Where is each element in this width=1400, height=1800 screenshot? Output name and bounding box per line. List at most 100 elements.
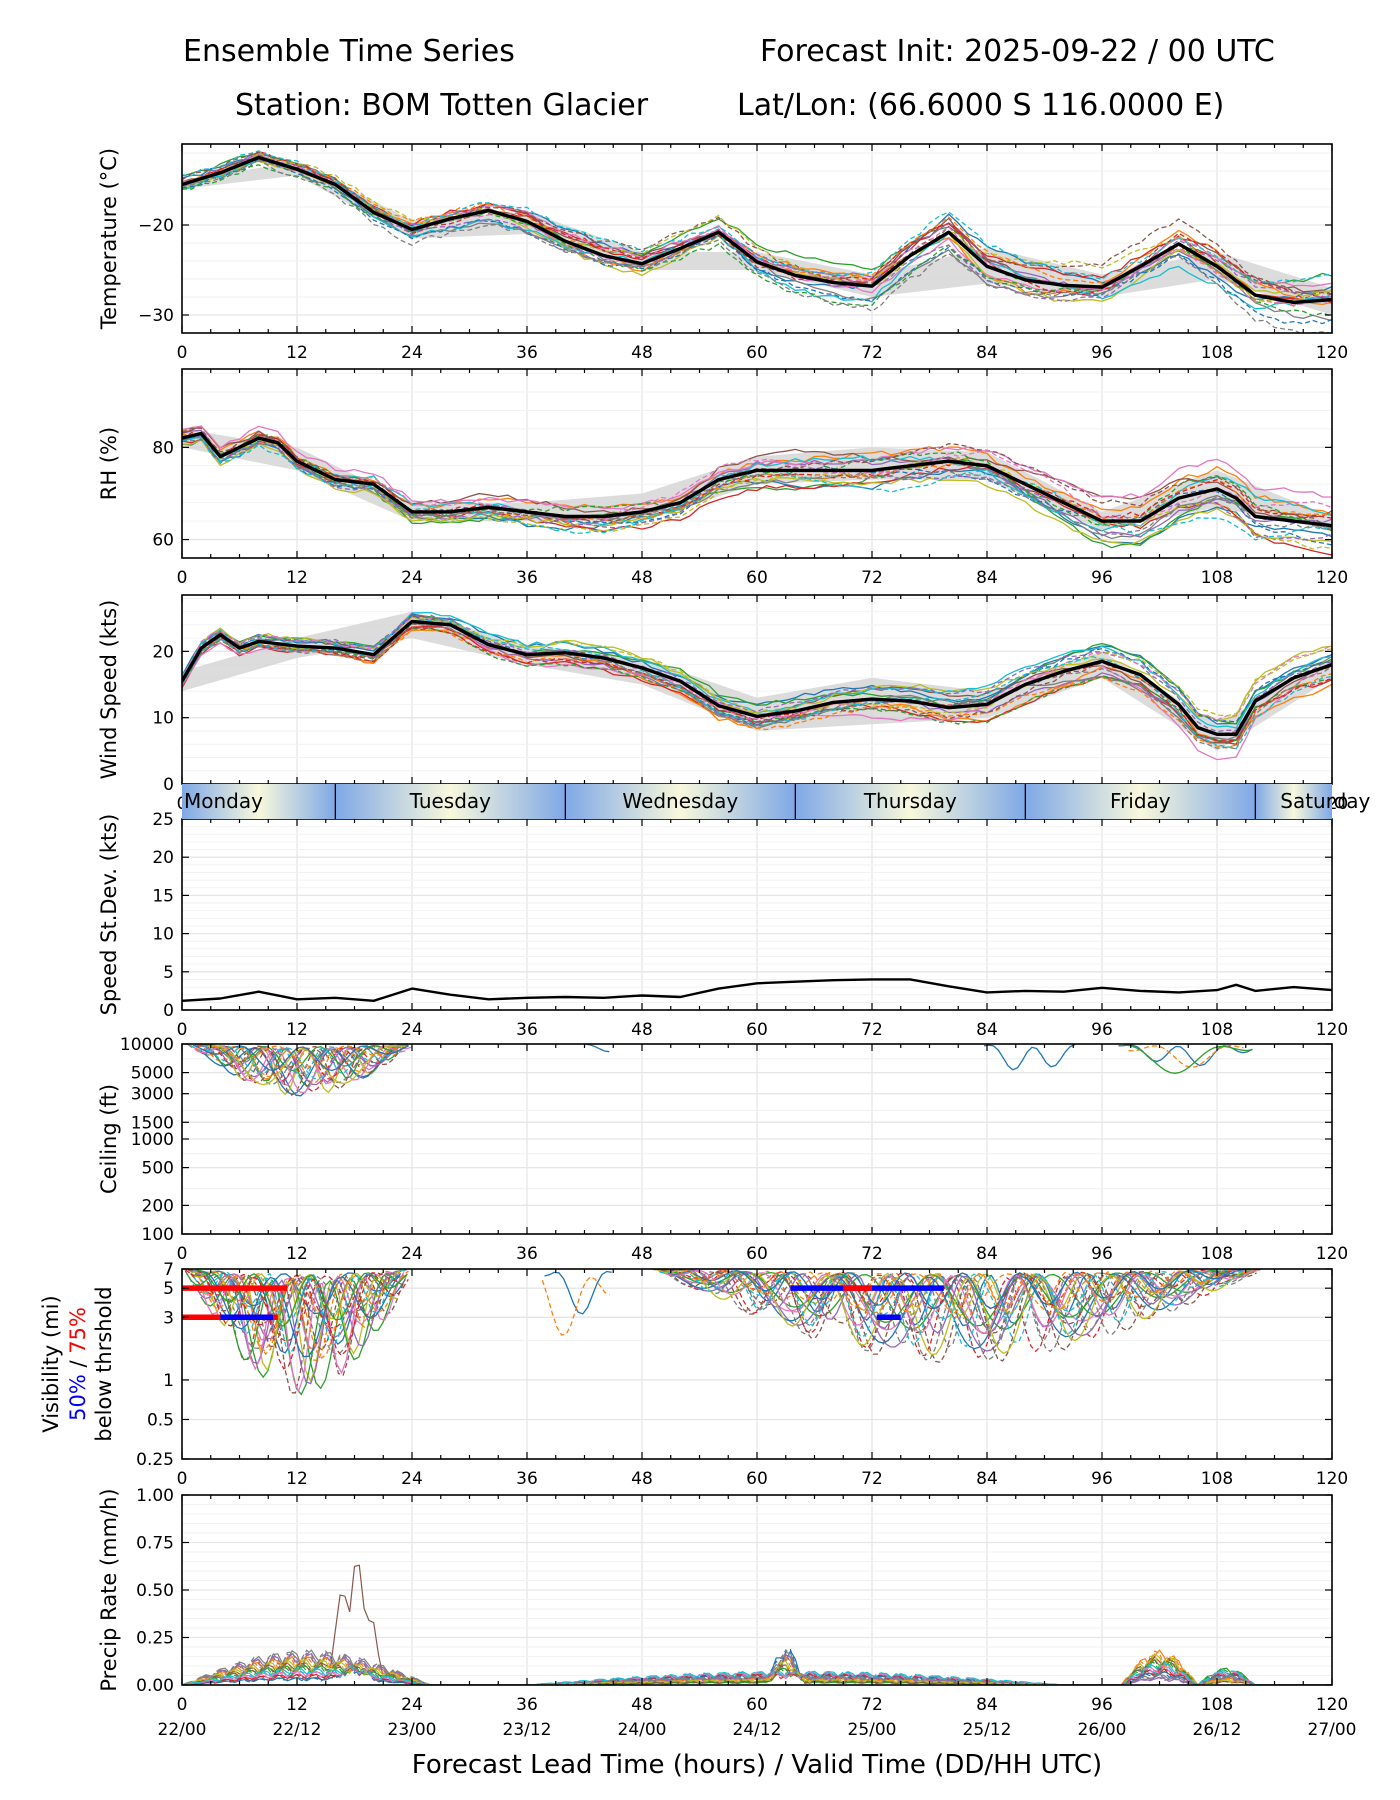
x-tick-label: 84 [976, 1469, 998, 1489]
plot-area-visibility [182, 1269, 1262, 1396]
member-line [662, 1269, 1243, 1350]
x-tick-label: 24 [401, 1695, 423, 1715]
x-tick-label: 24 [401, 568, 423, 588]
x-tick-label: 96 [1091, 1469, 1113, 1489]
member-line [182, 156, 1332, 303]
plot-area-temperature [182, 150, 1332, 333]
x-tick-label: 96 [1091, 1244, 1113, 1264]
x-tick-label: 108 [1201, 568, 1233, 588]
y-tick-label: 15 [152, 886, 174, 906]
y-tick-label: 500 [142, 1159, 174, 1179]
panel-speed_stdev: 0 12 24 36 48 60 72 84 96 108 120 0 5 10 15 20 25 Speed S… [97, 810, 1348, 1040]
member-line [190, 1270, 397, 1383]
member-line [983, 1044, 1076, 1071]
forecast-init: Forecast Init: 2025-09-22 / 00 UTC [760, 34, 1275, 69]
x-tick-label: 60 [746, 568, 768, 588]
x-tick-label: 12 [286, 1695, 308, 1715]
member-line [182, 627, 1332, 742]
x-tick-label: 36 [516, 1469, 538, 1489]
member-line [182, 616, 1332, 721]
x-tick-label: 36 [516, 1020, 538, 1040]
member-line [661, 1269, 1251, 1320]
x-tick-label: 72 [861, 1469, 883, 1489]
member-line [182, 1665, 1332, 1685]
y-axis-label: Visibility (mi) [39, 1295, 63, 1432]
x-tick-label: 36 [516, 1695, 538, 1715]
member-line [182, 1666, 1332, 1685]
member-line [198, 1270, 401, 1358]
x-tick-label: 24 [401, 343, 423, 363]
spread-band [182, 162, 1332, 315]
panel-temperature: 0 12 24 36 48 60 72 84 96 108 120 −20 −30 Temperature… [97, 143, 1348, 363]
y-axis-label: RH (%) [97, 427, 121, 500]
member-line [182, 432, 1332, 521]
member-line [182, 628, 1332, 749]
valid-time-label: 24/12 [733, 1720, 782, 1740]
x-tick-label: 72 [861, 568, 883, 588]
x-tick-label: 60 [746, 1020, 768, 1040]
x-tick-label: 48 [631, 1469, 653, 1489]
ensemble-mean-line [182, 155, 1332, 305]
y-tick-label: 200 [142, 1196, 174, 1216]
y-tick-label: 60 [152, 531, 174, 551]
x-tick-label: 96 [1091, 1020, 1113, 1040]
member-line [182, 158, 1332, 325]
x-tick-label: 48 [631, 568, 653, 588]
x-tick-label: 120 [1316, 1020, 1348, 1040]
member-line [182, 425, 1332, 510]
ensemble-mean-line [182, 978, 1332, 1002]
member-line [182, 622, 1332, 741]
member-line [182, 427, 1332, 525]
x-tick-label: 0 [177, 1695, 188, 1715]
y-tick-label: 5000 [131, 1064, 174, 1084]
y-tick-label: 7 [163, 1260, 174, 1280]
day-band-friday [1025, 784, 1256, 819]
member-line [182, 612, 1332, 733]
y-tick-label: 0 [163, 775, 174, 795]
y-tick-label: 3000 [131, 1085, 174, 1105]
ensemble-mean-line [182, 619, 1332, 736]
x-tick-label: 96 [1091, 1695, 1113, 1715]
x-tick-label: 48 [631, 1244, 653, 1264]
y-tick-label: 1.00 [136, 1486, 174, 1506]
member-line [190, 1271, 402, 1329]
ensemble-mean-line [182, 431, 1332, 528]
day-label: Tuesday [409, 789, 492, 813]
y-tick-label: 0.00 [136, 1676, 174, 1696]
day-label: Monday [184, 789, 263, 813]
day-label: Saturday [1280, 789, 1370, 813]
x-tick-label: 12 [286, 1020, 308, 1040]
member-line [192, 1044, 409, 1072]
member-line [182, 1648, 1332, 1685]
x-tick-label: 84 [976, 1244, 998, 1264]
y-tick-label: 1 [163, 1371, 174, 1391]
day-label: Thursday [863, 789, 957, 813]
x-tick-label: 120 [1316, 1695, 1348, 1715]
y-axis-label-below: below thrshold [92, 1286, 116, 1441]
panel-ceiling: 0 12 24 36 48 60 72 84 96 108 120 100 200 500 10001500… [97, 1035, 1348, 1264]
day-label: Friday [1110, 789, 1171, 813]
y-tick-label: −30 [138, 306, 174, 326]
day-of-week-band: Monday Tuesday Wednesday Thursday Friday Satu… [182, 784, 1371, 819]
y-tick-label: 25 [152, 810, 174, 830]
x-tick-label: 60 [746, 343, 768, 363]
day-band-tuesday [335, 784, 566, 819]
member-line [182, 432, 1332, 550]
member-line [197, 1270, 409, 1370]
member-line [182, 618, 1332, 750]
plot-area-ceiling [186, 1044, 1253, 1097]
y-tick-label: 0.5 [147, 1410, 174, 1430]
y-axis-label-thresholds: 50% / 75% [66, 1307, 90, 1421]
label-sep: / [66, 1354, 90, 1374]
x-tick-label: 72 [861, 1695, 883, 1715]
x-tick-label: 0 [177, 1469, 188, 1489]
x-tick-label: 108 [1201, 1020, 1233, 1040]
x-tick-label: 60 [746, 1695, 768, 1715]
panel-rh: 0 12 24 36 48 60 72 84 96 108 120 60 80 RH (%) [97, 368, 1348, 588]
y-tick-label: 5 [163, 963, 174, 983]
y-tick-label: 1500 [131, 1113, 174, 1133]
y-tick-label: 0.25 [136, 1450, 174, 1470]
y-axis-label: Speed St.Dev. (kts) [97, 814, 121, 1016]
y-tick-label: 20 [152, 848, 174, 868]
x-tick-label: 36 [516, 568, 538, 588]
